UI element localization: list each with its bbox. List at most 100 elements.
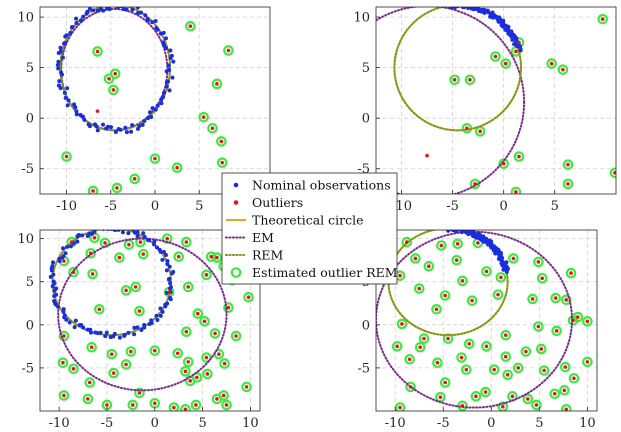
- estimated-outlier-marker: [562, 159, 574, 170]
- estimated-outlier-marker: [436, 240, 447, 251]
- estimated-outlier-marker: [520, 346, 532, 357]
- nominal-point: [154, 313, 159, 318]
- estimated-outlier-marker: [439, 377, 451, 388]
- estimated-outlier-marker: [481, 341, 492, 352]
- estimated-outlier-marker: [560, 294, 572, 306]
- outlier-point: [503, 61, 508, 66]
- nominal-point: [501, 18, 506, 23]
- estimated-outlier-marker: [512, 362, 524, 374]
- outlier-point: [510, 394, 515, 399]
- outlier-point: [90, 272, 95, 276]
- estimated-outlier-marker: [597, 13, 609, 25]
- estimated-outlier-marker: [549, 388, 561, 400]
- nominal-point: [51, 260, 56, 265]
- estimated-outlier-marker: [192, 308, 204, 319]
- estimated-outlier-marker: [457, 400, 468, 411]
- y-tick-label: 0: [362, 112, 370, 127]
- estimated-outlier-marker: [87, 185, 99, 194]
- nominal-point: [52, 281, 57, 286]
- nominal-point: [57, 259, 62, 264]
- rem-circle: [393, 7, 523, 132]
- nominal-point: [129, 3, 133, 7]
- nominal-point: [164, 84, 169, 89]
- estimated-outlier-marker: [533, 321, 544, 332]
- outlier-point: [64, 154, 69, 159]
- nominal-point: [67, 320, 72, 325]
- nominal-point: [142, 118, 147, 123]
- nominal-point: [459, 226, 463, 230]
- estimated-outlier-marker: [84, 377, 96, 388]
- outlier-point: [540, 276, 545, 281]
- outlier-point: [186, 285, 191, 289]
- estimated-outlier-marker: [68, 363, 79, 375]
- outlier-point: [454, 258, 459, 262]
- outlier-point: [213, 331, 217, 336]
- x-tick-label: 5: [535, 416, 543, 431]
- outlier-point: [438, 395, 443, 400]
- x-tick-label: -5: [446, 199, 459, 214]
- nominal-point: [164, 46, 169, 51]
- outlier-point: [176, 254, 181, 259]
- nominal-point: [456, 2, 460, 6]
- nominal-point: [123, 125, 128, 130]
- nominal-point: [63, 251, 68, 256]
- estimated-outlier-marker: [431, 303, 442, 315]
- outlier-point: [484, 269, 489, 274]
- nominal-point: [56, 304, 61, 309]
- nominal-point: [473, 7, 475, 8]
- outlier-point: [404, 240, 409, 244]
- estimated-outlier-marker: [513, 151, 525, 162]
- outlier-point: [446, 336, 450, 341]
- nominal-point: [117, 335, 122, 340]
- nominal-point: [449, 7, 454, 10]
- x-tick-label: 5: [195, 199, 203, 214]
- nominal-point: [161, 249, 166, 254]
- y-tick-label: 0: [362, 318, 370, 333]
- estimated-outlier-marker: [86, 341, 97, 353]
- outlier-point: [552, 391, 557, 396]
- estimated-outlier-marker: [185, 20, 196, 32]
- nominal-point: [171, 269, 176, 274]
- nominal-point: [132, 325, 137, 330]
- outlier-point: [400, 322, 404, 326]
- nominal-point: [150, 106, 155, 111]
- nominal-point: [446, 225, 450, 229]
- estimated-outlier-marker: [207, 122, 218, 134]
- x-tick-label: 10: [579, 416, 596, 431]
- outlier-point: [517, 154, 521, 159]
- outlier-point: [184, 240, 189, 244]
- estimated-outlier-marker: [396, 318, 408, 330]
- x-tick-label: -10: [49, 416, 70, 431]
- estimated-outlier-marker: [182, 281, 194, 293]
- outlier-point: [222, 361, 227, 366]
- outlier-point: [516, 366, 521, 370]
- nominal-point: [116, 230, 121, 232]
- estimated-outlier-marker: [391, 341, 403, 352]
- outlier-point: [459, 355, 464, 360]
- nominal-point: [91, 8, 96, 13]
- estimated-outlier-marker: [522, 393, 534, 405]
- y-tick-label: -5: [21, 162, 34, 177]
- outlier-point: [111, 88, 116, 92]
- outlier-point: [524, 349, 528, 354]
- nominal-point: [150, 20, 155, 25]
- outlier-point: [103, 241, 107, 245]
- outlier-point: [501, 161, 506, 166]
- estimated-outlier-marker: [500, 329, 512, 341]
- nominal-point: [57, 79, 62, 84]
- outlier-point: [530, 297, 535, 301]
- outlier-point: [183, 407, 188, 411]
- outlier-point: [443, 380, 447, 385]
- nominal-point: [460, 7, 465, 10]
- estimated-outlier-marker: [190, 399, 202, 411]
- estimated-outlier-marker: [394, 402, 406, 411]
- nominal-point: [52, 294, 57, 299]
- nominal-point: [55, 62, 60, 67]
- outlier-point: [398, 405, 402, 410]
- estimated-outlier-marker: [560, 403, 572, 411]
- estimated-outlier-marker: [243, 291, 254, 303]
- nominal-point: [75, 234, 80, 239]
- nominal-point: [132, 230, 137, 235]
- outlier-point: [215, 397, 219, 401]
